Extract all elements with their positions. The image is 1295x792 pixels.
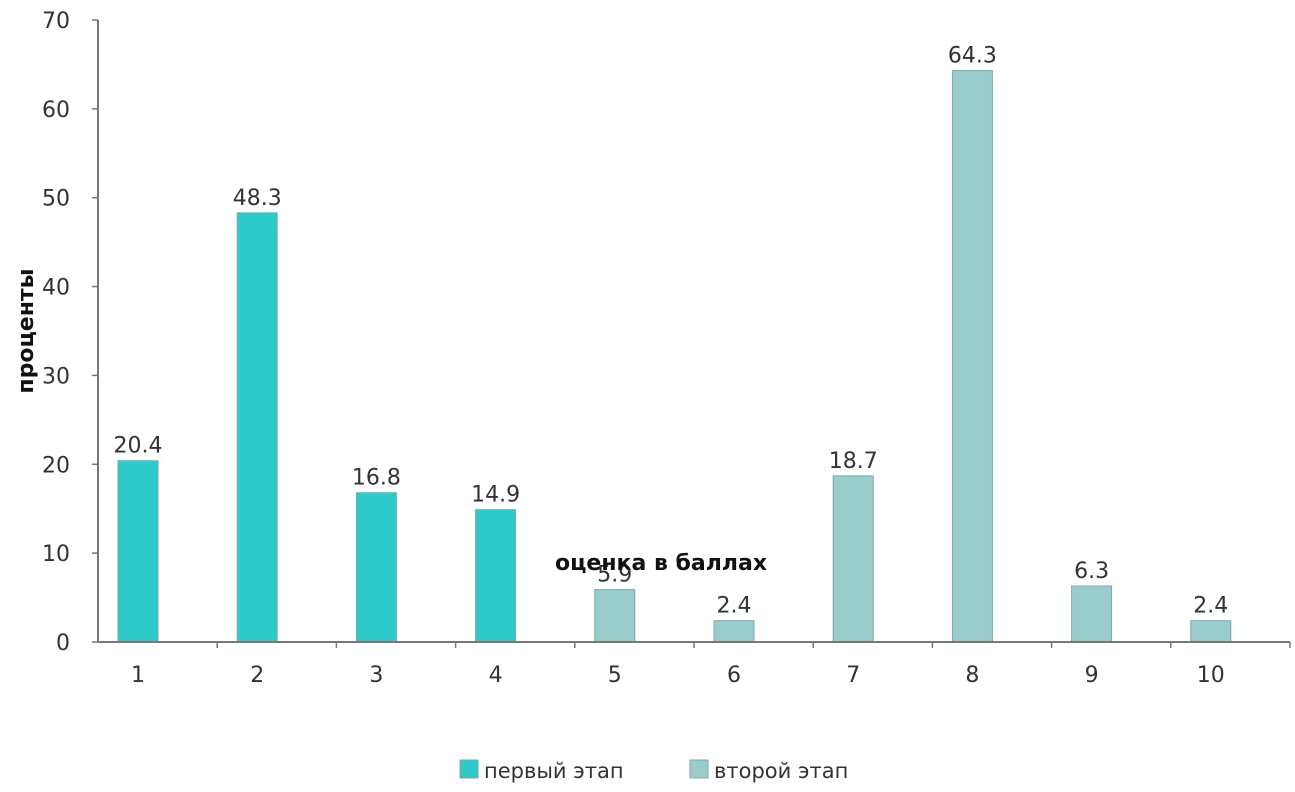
bar-value-label: 16.8 <box>352 466 401 491</box>
bar-value-label: 2.4 <box>717 594 752 619</box>
bar <box>355 492 397 643</box>
x-tick-label: 3 <box>369 663 383 688</box>
value-labels: 20.4 48.3 16.8 14.9 5.9 2.4 18.7 64.3 6.3 2.4 <box>114 44 1229 619</box>
bar <box>475 509 517 643</box>
bar-value-label: 48.3 <box>233 186 282 211</box>
legend-label: первый этап <box>484 759 624 783</box>
legend-swatch <box>459 759 479 779</box>
x-tick-label: 6 <box>727 663 741 688</box>
x-tick-label: 4 <box>489 663 503 688</box>
bar <box>117 460 159 643</box>
bar-value-label: 2.4 <box>1193 594 1228 619</box>
y-tick-label: 40 <box>42 276 70 301</box>
x-tick-label: 1 <box>131 663 145 688</box>
x-tick-label: 7 <box>846 663 860 688</box>
y-tick-label: 20 <box>42 453 70 478</box>
y-tick-label: 70 <box>42 9 70 34</box>
y-tick-label: 10 <box>42 542 70 567</box>
y-tick-label: 0 <box>56 631 70 656</box>
bar-value-label: 14.9 <box>471 483 520 508</box>
bars <box>117 70 1232 643</box>
legend: первый этап второй этап <box>459 759 848 783</box>
x-tick-label: 9 <box>1085 663 1099 688</box>
x-tick-label: 2 <box>250 663 264 688</box>
y-axis-ticks: 0 10 20 30 40 50 60 70 <box>42 9 98 656</box>
legend-swatch <box>689 759 709 779</box>
y-tick-label: 30 <box>42 364 70 389</box>
x-axis-title: оценка в баллах <box>555 551 767 576</box>
bar <box>832 475 874 643</box>
legend-label: второй этап <box>714 759 848 783</box>
bar <box>236 212 278 643</box>
y-tick-label: 50 <box>42 187 70 212</box>
bar <box>1071 585 1113 643</box>
x-axis-ticks: 1 2 3 4 5 6 7 8 9 10 <box>131 642 1291 688</box>
bar <box>713 620 755 643</box>
bar-value-label: 18.7 <box>829 449 878 474</box>
y-axis-title: проценты <box>14 268 39 393</box>
y-tick-label: 60 <box>42 98 70 123</box>
bar-value-label: 5.9 <box>597 563 632 588</box>
bar-value-label: 64.3 <box>948 44 997 69</box>
x-tick-label: 10 <box>1197 663 1225 688</box>
bar-value-label: 20.4 <box>114 434 163 459</box>
x-tick-label: 5 <box>608 663 622 688</box>
x-tick-label: 8 <box>965 663 979 688</box>
bar <box>951 70 993 643</box>
bar-value-label: 6.3 <box>1074 559 1109 584</box>
bar <box>594 589 636 643</box>
bar <box>1190 620 1232 643</box>
